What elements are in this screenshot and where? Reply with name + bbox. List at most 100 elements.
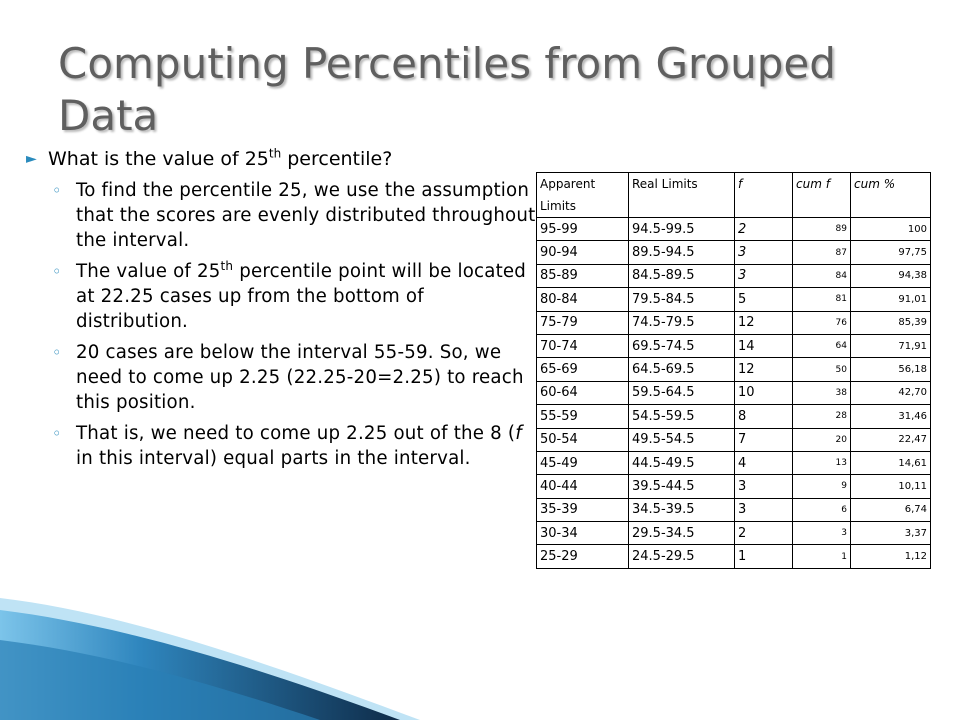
cell-apparent-limits: 90-94 bbox=[536, 240, 629, 265]
cell-cum-f: 87 bbox=[792, 240, 851, 265]
cell-real-limits: 69.5-74.5 bbox=[628, 333, 735, 359]
cell-real-limits: 59.5-64.5 bbox=[628, 380, 735, 406]
cell-apparent-limits: 95-99 bbox=[536, 216, 629, 242]
cell-cum-percent: 3,37 bbox=[850, 521, 931, 546]
cell-cum-f: 1 bbox=[792, 544, 851, 569]
cell-f: 3 bbox=[734, 497, 793, 523]
question-sup: th bbox=[268, 146, 282, 161]
sub-bullet: ◦ The value of 25th percentile point wil… bbox=[24, 259, 536, 334]
question-text: What is the value of 25 bbox=[48, 148, 269, 170]
cell-real-limits: 94.5-99.5 bbox=[628, 216, 735, 242]
table-body: 95-99 94.5-99.5 2 89 100 90-94 89.5-94.5 3 87 97,… bbox=[536, 216, 931, 569]
table-row: 75-79 74.5-79.5 12 76 85,39 bbox=[536, 310, 931, 335]
cell-cum-f: 89 bbox=[792, 216, 851, 242]
cell-real-limits: 24.5-29.5 bbox=[628, 544, 735, 569]
header-f: f bbox=[734, 172, 793, 218]
cell-apparent-limits: 50-54 bbox=[536, 427, 629, 452]
triangle-bullet-icon: ► bbox=[26, 151, 37, 167]
cell-cum-percent: 85,39 bbox=[850, 310, 931, 335]
table-row: 45-49 44.5-49.5 4 13 14,61 bbox=[536, 450, 931, 476]
cell-cum-f: 81 bbox=[792, 287, 851, 312]
cell-cum-percent: 10,11 bbox=[850, 474, 931, 499]
cell-f: 12 bbox=[734, 310, 793, 335]
frequency-table: Apparent Limits Real Limits f cum f cum … bbox=[536, 172, 931, 569]
table-row: 50-54 49.5-54.5 7 20 22,47 bbox=[536, 427, 931, 452]
cell-cum-percent: 100 bbox=[850, 216, 931, 242]
cell-real-limits: 64.5-69.5 bbox=[628, 357, 735, 382]
cell-cum-percent: 22,47 bbox=[850, 427, 931, 452]
table-row: 70-74 69.5-74.5 14 64 71,91 bbox=[536, 333, 931, 359]
header-apparent-limits: Apparent Limits bbox=[536, 172, 629, 218]
cell-f: 3 bbox=[734, 240, 793, 265]
header-real-limits: Real Limits bbox=[628, 172, 735, 218]
cell-f: 2 bbox=[734, 521, 793, 546]
cell-real-limits: 84.5-89.5 bbox=[628, 263, 735, 289]
cell-f: 4 bbox=[734, 450, 793, 476]
sub-bullet: ◦ 20 cases are below the interval 55-59.… bbox=[24, 340, 536, 415]
table-row: 85-89 84.5-89.5 3 84 94,38 bbox=[536, 263, 931, 289]
page-title: Computing Percentiles from Grouped Data bbox=[58, 39, 836, 140]
cell-f: 3 bbox=[734, 263, 793, 289]
table-row: 35-39 34.5-39.5 3 6 6,74 bbox=[536, 497, 931, 523]
point-text: To find the percentile 25, we use the as… bbox=[76, 180, 536, 251]
cell-apparent-limits: 85-89 bbox=[536, 263, 629, 289]
table-row: 55-59 54.5-59.5 8 28 31,46 bbox=[536, 404, 931, 429]
table-header-row: Apparent Limits Real Limits f cum f cum … bbox=[536, 172, 931, 218]
bullet-content: ► What is the value of 25th percentile? … bbox=[24, 146, 536, 477]
header-cum-f: cum f bbox=[792, 172, 851, 218]
cell-cum-percent: 71,91 bbox=[850, 333, 931, 359]
cell-f: 1 bbox=[734, 544, 793, 569]
cell-real-limits: 79.5-84.5 bbox=[628, 287, 735, 312]
cell-cum-f: 6 bbox=[792, 497, 851, 523]
circle-bullet-icon: ◦ bbox=[52, 424, 62, 443]
cell-apparent-limits: 60-64 bbox=[536, 380, 629, 406]
table-row: 90-94 89.5-94.5 3 87 97,75 bbox=[536, 240, 931, 265]
cell-cum-f: 76 bbox=[792, 310, 851, 335]
question-text-end: percentile? bbox=[281, 148, 393, 170]
circle-bullet-icon: ◦ bbox=[52, 181, 62, 200]
cell-real-limits: 89.5-94.5 bbox=[628, 240, 735, 265]
table-row: 30-34 29.5-34.5 2 3 3,37 bbox=[536, 521, 931, 546]
cell-cum-percent: 6,74 bbox=[850, 497, 931, 523]
cell-f: 7 bbox=[734, 427, 793, 452]
cell-cum-percent: 42,70 bbox=[850, 380, 931, 406]
question-bullet: ► What is the value of 25th percentile? bbox=[24, 146, 536, 172]
cell-cum-f: 3 bbox=[792, 521, 851, 546]
sub-bullet: ◦ To find the percentile 25, we use the … bbox=[24, 178, 536, 253]
cell-apparent-limits: 80-84 bbox=[536, 287, 629, 312]
cell-apparent-limits: 35-39 bbox=[536, 497, 629, 523]
cell-f: 12 bbox=[734, 357, 793, 382]
cell-cum-percent: 14,61 bbox=[850, 450, 931, 476]
cell-real-limits: 49.5-54.5 bbox=[628, 427, 735, 452]
cell-f: 10 bbox=[734, 380, 793, 406]
header-cum-percent: cum % bbox=[850, 172, 931, 218]
cell-apparent-limits: 75-79 bbox=[536, 310, 629, 335]
cell-cum-f: 20 bbox=[792, 427, 851, 452]
point-text: 20 cases are below the interval 55-59. S… bbox=[76, 342, 524, 413]
cell-cum-percent: 97,75 bbox=[850, 240, 931, 265]
sub-bullet: ◦ That is, we need to come up 2.25 out o… bbox=[24, 421, 536, 471]
cell-apparent-limits: 40-44 bbox=[536, 474, 629, 499]
point-text: That is, we need to come up 2.25 out of … bbox=[76, 423, 516, 444]
cell-f: 14 bbox=[734, 333, 793, 359]
cell-real-limits: 54.5-59.5 bbox=[628, 404, 735, 429]
table-row: 60-64 59.5-64.5 10 38 42,70 bbox=[536, 380, 931, 406]
cell-real-limits: 29.5-34.5 bbox=[628, 521, 735, 546]
cell-cum-f: 84 bbox=[792, 263, 851, 289]
cell-real-limits: 44.5-49.5 bbox=[628, 450, 735, 476]
point-sup: th bbox=[220, 258, 234, 273]
cell-cum-percent: 94,38 bbox=[850, 263, 931, 289]
cell-cum-f: 13 bbox=[792, 450, 851, 476]
cell-cum-f: 28 bbox=[792, 404, 851, 429]
table-row: 25-29 24.5-29.5 1 1 1,12 bbox=[536, 544, 931, 569]
cell-f: 8 bbox=[734, 404, 793, 429]
cell-cum-percent: 91,01 bbox=[850, 287, 931, 312]
cell-apparent-limits: 55-59 bbox=[536, 404, 629, 429]
circle-bullet-icon: ◦ bbox=[52, 262, 62, 281]
table-row: 40-44 39.5-44.5 3 9 10,11 bbox=[536, 474, 931, 499]
cell-cum-percent: 31,46 bbox=[850, 404, 931, 429]
cell-apparent-limits: 45-49 bbox=[536, 450, 629, 476]
cell-f: 5 bbox=[734, 287, 793, 312]
cell-real-limits: 34.5-39.5 bbox=[628, 497, 735, 523]
table-row: 65-69 64.5-69.5 12 50 56,18 bbox=[536, 357, 931, 382]
